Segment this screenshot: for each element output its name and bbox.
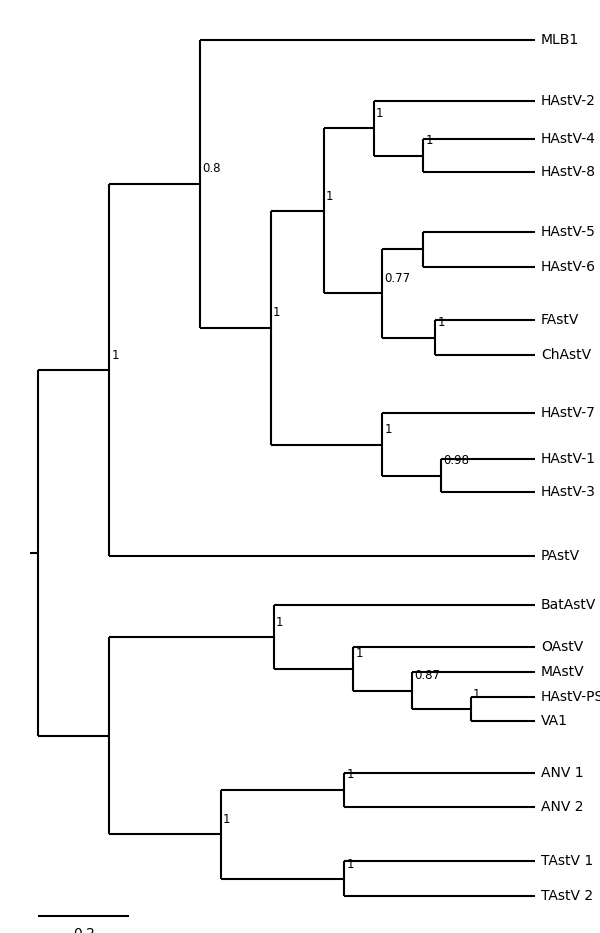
Text: ANV 2: ANV 2 xyxy=(541,800,584,814)
Text: 0.2: 0.2 xyxy=(73,927,95,933)
Text: 1: 1 xyxy=(276,616,283,629)
Text: HAstV-3: HAstV-3 xyxy=(541,485,596,499)
Text: HAstV-2: HAstV-2 xyxy=(541,93,596,108)
Text: 1: 1 xyxy=(273,306,280,319)
Text: 0.98: 0.98 xyxy=(443,454,469,467)
Text: HAstV-1: HAstV-1 xyxy=(541,453,596,466)
Text: FAstV: FAstV xyxy=(541,313,580,327)
Text: 1: 1 xyxy=(346,857,354,870)
Text: TAstV 1: TAstV 1 xyxy=(541,855,593,869)
Text: 0.77: 0.77 xyxy=(385,272,411,285)
Text: HAstV-5: HAstV-5 xyxy=(541,225,596,239)
Text: PAstV: PAstV xyxy=(541,550,580,564)
Text: HAstV-6: HAstV-6 xyxy=(541,260,596,274)
Text: 1: 1 xyxy=(385,424,392,437)
Text: ANV 1: ANV 1 xyxy=(541,766,584,780)
Text: VA1: VA1 xyxy=(541,714,568,728)
Text: 1: 1 xyxy=(326,189,334,202)
Text: MLB1: MLB1 xyxy=(541,33,580,47)
Text: 1: 1 xyxy=(376,107,383,120)
Text: HAstV-PS: HAstV-PS xyxy=(541,689,600,703)
Text: 0.8: 0.8 xyxy=(202,162,221,175)
Text: HAstV-7: HAstV-7 xyxy=(541,407,596,421)
Text: ChAstV: ChAstV xyxy=(541,348,591,362)
Text: HAstV-4: HAstV-4 xyxy=(541,132,596,146)
Text: 1: 1 xyxy=(346,769,354,782)
Text: HAstV-8: HAstV-8 xyxy=(541,165,596,179)
Text: 1: 1 xyxy=(111,349,119,362)
Text: OAstV: OAstV xyxy=(541,640,583,654)
Text: 1: 1 xyxy=(426,134,433,147)
Text: 1: 1 xyxy=(355,648,363,661)
Text: 1: 1 xyxy=(473,688,481,701)
Text: 1: 1 xyxy=(437,316,445,329)
Text: 0.87: 0.87 xyxy=(414,669,440,682)
Text: TAstV 2: TAstV 2 xyxy=(541,889,593,903)
Text: MAstV: MAstV xyxy=(541,665,585,679)
Text: 1: 1 xyxy=(223,813,230,826)
Text: BatAstV: BatAstV xyxy=(541,598,596,612)
